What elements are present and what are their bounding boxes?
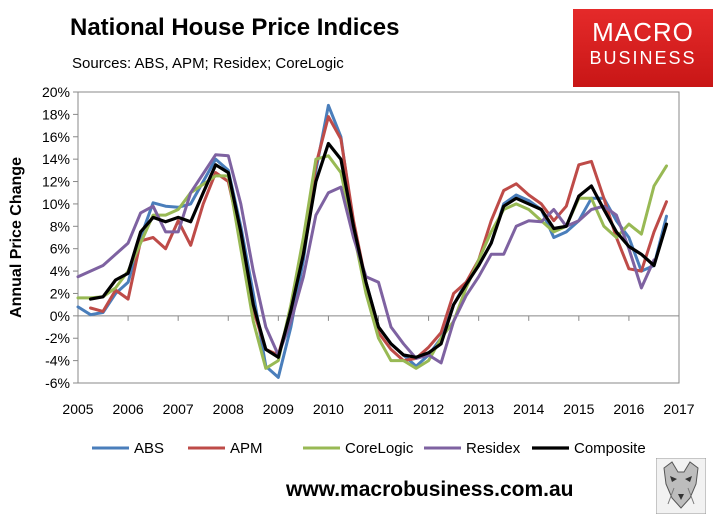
legend-label-abs: ABS (134, 440, 164, 457)
y-tick-label: -2% (45, 330, 70, 346)
legend-label-apm: APM (230, 440, 263, 457)
x-tick-label: 2005 (62, 401, 93, 417)
y-tick-label: 14% (42, 151, 70, 167)
x-tick-label: 2012 (413, 401, 444, 417)
macrobusiness-logo: MACRO BUSINESS (573, 9, 713, 87)
footer-url: www.macrobusiness.com.au (286, 478, 574, 501)
y-tick-label: 0% (50, 308, 70, 324)
y-tick-label: 10% (42, 196, 70, 212)
chart-subtitle: Sources: ABS, APM; Residex; CoreLogic (72, 55, 344, 72)
y-tick-label: 4% (50, 263, 70, 279)
y-tick-label: -4% (45, 353, 70, 369)
x-tick-label: 2013 (463, 401, 494, 417)
plot-area-frame (77, 91, 680, 384)
series-line-composite (88, 141, 669, 359)
y-tick-label: 16% (42, 129, 70, 145)
x-tick-label: 2011 (363, 401, 393, 417)
y-tick-label: 18% (42, 106, 70, 122)
x-tick-label: 2009 (263, 401, 294, 417)
y-axis-label: Annual Price Change (8, 157, 25, 318)
y-tick-label: 2% (50, 285, 70, 301)
x-tick-label: 2014 (513, 401, 544, 417)
legend-label-residex: Residex (466, 440, 521, 457)
series-line-residex (76, 153, 656, 365)
legend-label-composite: Composite (574, 440, 646, 457)
y-tick-label: -6% (45, 375, 70, 391)
y-tick-label: 20% (42, 84, 70, 100)
logo-line-1: MACRO (592, 17, 694, 47)
wolf-emblem-icon (656, 458, 706, 514)
series-line-corelogic (76, 154, 668, 370)
series-line-apm (89, 115, 668, 363)
x-tick-label: 2015 (563, 401, 594, 417)
y-tick-label: 12% (42, 174, 70, 190)
x-tick-label: 2006 (113, 401, 144, 417)
line-chart: -6% -4% -2% 0% 2% 4% 6% 8% 10% 12% 14% 16% 18% 20% 200… (8, 84, 695, 457)
logo-line-2: BUSINESS (589, 48, 697, 68)
x-tick-label: 2008 (213, 401, 244, 417)
y-tick-label: 6% (50, 241, 70, 257)
y-tick-label: 8% (50, 218, 70, 234)
chart-title: National House Price Indices (70, 14, 400, 41)
x-tick-label: 2010 (313, 401, 344, 417)
x-tick-label: 2016 (613, 401, 644, 417)
legend-label-corelogic: CoreLogic (345, 440, 414, 457)
x-tick-label: 2017 (663, 401, 694, 417)
x-tick-label: 2007 (163, 401, 194, 417)
series-line-abs (76, 103, 668, 379)
